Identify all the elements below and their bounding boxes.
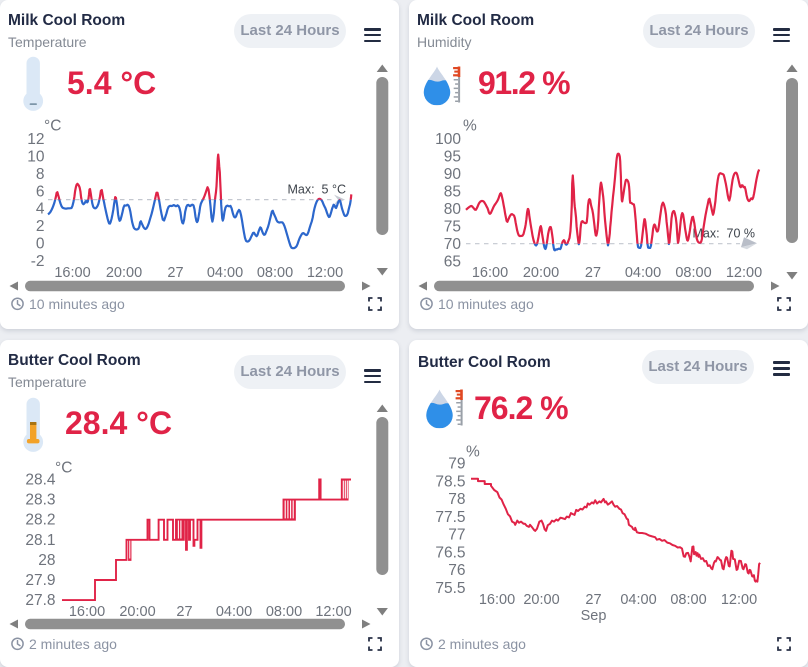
svg-text:12:00: 12:00 xyxy=(721,592,757,608)
svg-text:90: 90 xyxy=(444,166,462,183)
svg-text:12:00: 12:00 xyxy=(726,265,762,281)
svg-text:28.2: 28.2 xyxy=(25,512,55,529)
svg-text:78: 78 xyxy=(448,491,465,508)
svg-text:-2: -2 xyxy=(31,253,45,270)
svg-text:76: 76 xyxy=(448,562,465,579)
svg-text:16:00: 16:00 xyxy=(479,592,515,608)
svg-text:95: 95 xyxy=(444,148,461,165)
svg-text:2: 2 xyxy=(36,218,45,235)
svg-text:27: 27 xyxy=(167,265,183,281)
svg-text:77: 77 xyxy=(448,527,465,544)
svg-text:6: 6 xyxy=(36,183,45,200)
svg-text:27: 27 xyxy=(585,265,601,281)
svg-text:70: 70 xyxy=(444,236,462,253)
svg-text:04:00: 04:00 xyxy=(625,265,661,281)
svg-text:Max: 70 %: Max: 70 % xyxy=(692,227,755,241)
svg-text:16:00: 16:00 xyxy=(69,604,105,620)
svg-text:Sep: Sep xyxy=(581,608,607,624)
svg-text:16:00: 16:00 xyxy=(472,265,508,281)
svg-text:12:00: 12:00 xyxy=(307,265,343,281)
svg-text:27: 27 xyxy=(176,604,192,620)
svg-text:28.1: 28.1 xyxy=(25,532,55,549)
svg-text:10: 10 xyxy=(27,148,45,165)
svg-text:4: 4 xyxy=(36,201,45,218)
svg-text:20:00: 20:00 xyxy=(106,265,142,281)
svg-text:65: 65 xyxy=(444,253,461,270)
svg-text:20:00: 20:00 xyxy=(119,604,155,620)
svg-text:08:00: 08:00 xyxy=(257,265,293,281)
svg-text:16:00: 16:00 xyxy=(54,265,90,281)
svg-text:27.9: 27.9 xyxy=(25,572,55,589)
svg-text:75.5: 75.5 xyxy=(435,580,465,597)
svg-text:0: 0 xyxy=(36,236,45,253)
svg-text:79: 79 xyxy=(448,456,465,473)
svg-text:27.8: 27.8 xyxy=(25,592,55,609)
svg-text:100: 100 xyxy=(435,131,461,148)
svg-text:80: 80 xyxy=(444,201,462,218)
svg-text:Max: 5 °C: Max: 5 °C xyxy=(288,183,346,197)
svg-text:°C: °C xyxy=(55,459,72,476)
svg-text:04:00: 04:00 xyxy=(620,592,656,608)
svg-text:28.4: 28.4 xyxy=(25,472,56,489)
svg-text:°C: °C xyxy=(44,118,61,135)
svg-text:27: 27 xyxy=(585,592,601,608)
svg-text:8: 8 xyxy=(36,166,45,183)
svg-text:%: % xyxy=(466,443,480,460)
svg-text:04:00: 04:00 xyxy=(216,604,252,620)
svg-text:28.3: 28.3 xyxy=(25,492,55,509)
svg-text:77.5: 77.5 xyxy=(435,509,465,526)
svg-text:08:00: 08:00 xyxy=(266,604,302,620)
svg-text:76.5: 76.5 xyxy=(435,544,465,561)
svg-text:20:00: 20:00 xyxy=(523,265,559,281)
svg-text:08:00: 08:00 xyxy=(670,592,706,608)
svg-text:12: 12 xyxy=(27,131,44,148)
svg-text:08:00: 08:00 xyxy=(675,265,711,281)
svg-text:04:00: 04:00 xyxy=(207,265,243,281)
svg-text:28: 28 xyxy=(38,552,55,569)
svg-text:%: % xyxy=(463,118,477,135)
svg-text:12:00: 12:00 xyxy=(315,604,351,620)
svg-text:78.5: 78.5 xyxy=(435,473,465,490)
svg-text:85: 85 xyxy=(444,183,461,200)
svg-text:20:00: 20:00 xyxy=(523,592,559,608)
svg-text:75: 75 xyxy=(444,218,461,235)
